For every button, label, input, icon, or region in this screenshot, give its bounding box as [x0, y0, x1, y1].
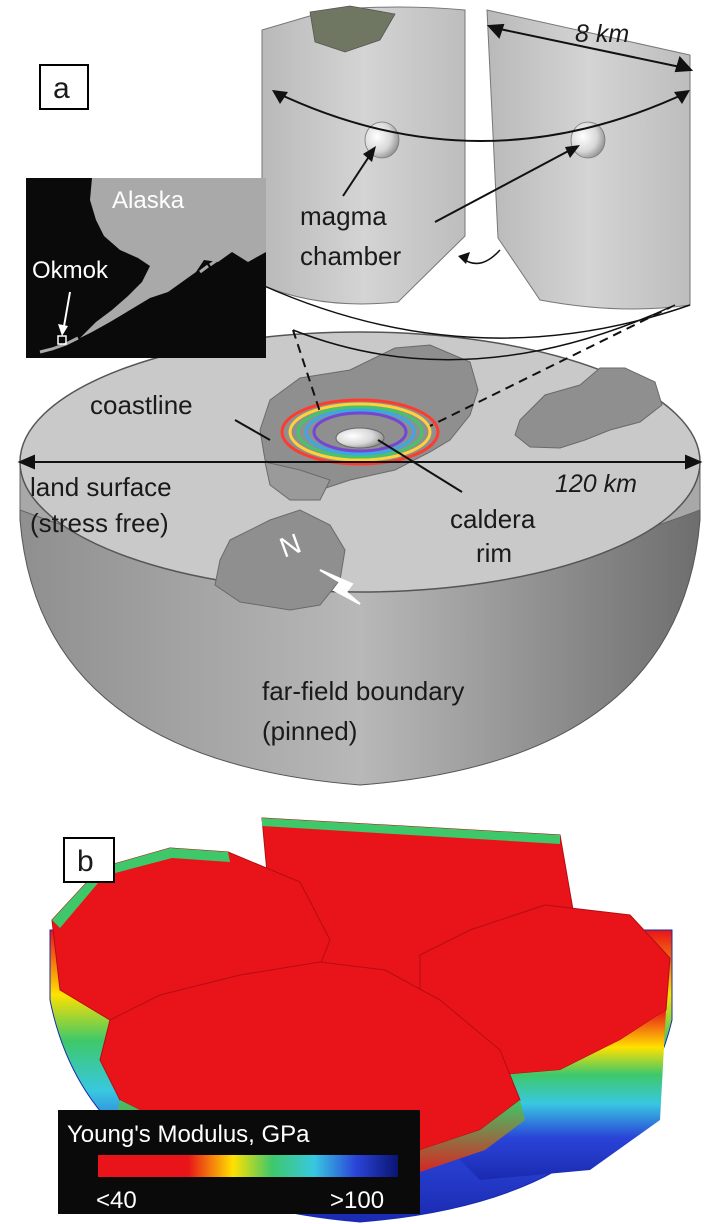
inset-alaska-landmass — [80, 178, 266, 338]
colorbar-min-label: <40 — [96, 1187, 137, 1214]
land-surface-label-line1: land surface — [30, 472, 172, 502]
magma-arrow-left-head — [363, 146, 376, 162]
cylinder-top-landmass — [309, 5, 396, 53]
quarter-back-left-rim — [52, 848, 230, 928]
inset-label-alaska: Alaska — [112, 187, 185, 214]
panel-b-letter-box — [63, 837, 115, 883]
magma-arrow-left — [342, 151, 373, 197]
magma-arrow-right — [434, 147, 575, 223]
rotation-arc-head-right — [674, 90, 690, 104]
split-arrow-head — [458, 252, 470, 264]
cylinder-bottom-outline — [261, 284, 691, 339]
coastline-label: coastline — [90, 390, 193, 420]
southern-island — [214, 509, 346, 611]
magma-label-line1: magma — [300, 201, 387, 231]
rotation-arc — [274, 91, 689, 142]
scale-label-120km: 120 km — [555, 470, 637, 498]
cylinder-left-half — [261, 6, 466, 305]
panel-a: 8 km magma chamber Alaska Okmok a coastl… — [17, 5, 703, 786]
deformation-fringes — [280, 398, 440, 466]
inset-label-okmok: Okmok — [32, 257, 109, 284]
inset-island-chain — [39, 256, 221, 354]
caldera-label-line1: caldera — [450, 504, 536, 534]
far-field-label-line1: far-field boundary — [262, 676, 464, 706]
scale-arrow-120km — [17, 454, 703, 470]
magma-arrow-right-head — [565, 145, 580, 158]
panel-a-letter: a — [53, 72, 70, 105]
cylinder-base-curve — [292, 304, 676, 361]
zoom-line-right — [429, 304, 676, 427]
caldera-pointer — [377, 439, 463, 493]
north-arrow — [319, 569, 361, 605]
rotation-arc-head-left — [272, 90, 288, 104]
scale-label-8km: 8 km — [575, 20, 629, 48]
colorbar-gradient — [98, 1155, 398, 1177]
panel-a-letter-box — [39, 64, 89, 110]
colorbar: Young's Modulus, GPa <40 >100 — [58, 1110, 420, 1214]
inset-map: Alaska Okmok — [26, 178, 266, 358]
magma-chamber-right — [570, 121, 606, 159]
land-surface-label-line2: (stress free) — [30, 508, 169, 538]
caldera — [335, 427, 385, 449]
inset-okmok-arrow-head — [58, 324, 68, 336]
south-west-lobe — [264, 461, 331, 501]
cylinder-right-half — [486, 9, 691, 310]
colorbar-max-label: >100 — [330, 1187, 384, 1214]
caldera-label-line2: rim — [476, 538, 512, 568]
coastline-pointer — [234, 419, 271, 441]
magma-label-line2: chamber — [300, 241, 401, 271]
quarter-back-right-rim — [262, 818, 560, 844]
panel-b-letter: b — [77, 845, 94, 878]
panel-b: b Young's Modulus, GPa <40 >100 — [49, 817, 673, 1223]
colorbar-title: Young's Modulus, GPa — [67, 1121, 310, 1148]
eastern-island — [514, 367, 663, 449]
scale-arrow-8km — [486, 23, 694, 73]
far-field-label-line2: (pinned) — [262, 716, 357, 746]
